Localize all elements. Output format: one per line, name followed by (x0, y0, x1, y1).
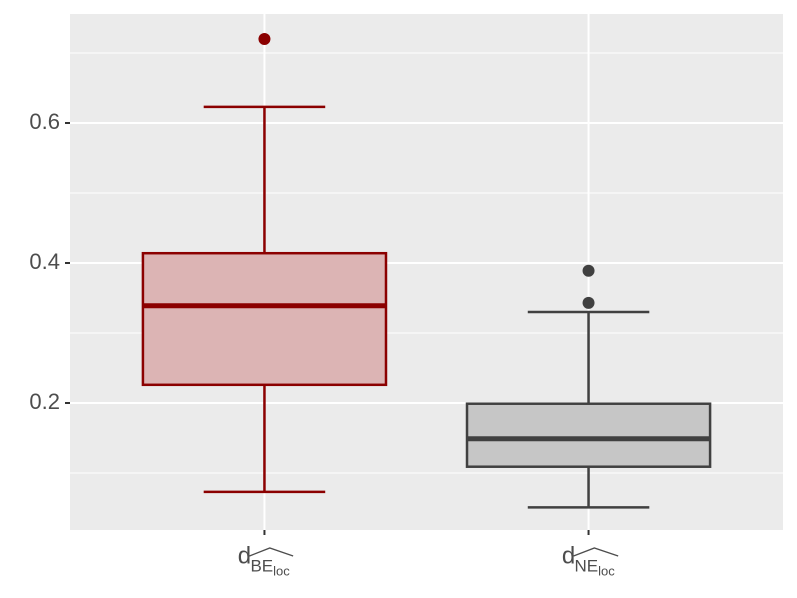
x-label-base: d (238, 542, 251, 569)
x-label-hat: BE (250, 556, 273, 575)
box (141, 251, 388, 387)
x-label-hat-mark (573, 547, 619, 557)
x-label-hat: NE (575, 556, 599, 575)
box (465, 402, 712, 468)
y-tick-label: 0.4 (29, 249, 60, 274)
x-label-base: d (562, 542, 575, 569)
outlier (582, 296, 595, 309)
y-tick-label: 0.2 (29, 389, 60, 414)
x-label-sub: loc (598, 563, 615, 578)
outlier (258, 32, 271, 45)
y-tick-label: 0.6 (29, 109, 60, 134)
x-label-sub: loc (273, 563, 290, 578)
outlier (582, 264, 595, 277)
x-label-hat-mark (249, 547, 294, 557)
